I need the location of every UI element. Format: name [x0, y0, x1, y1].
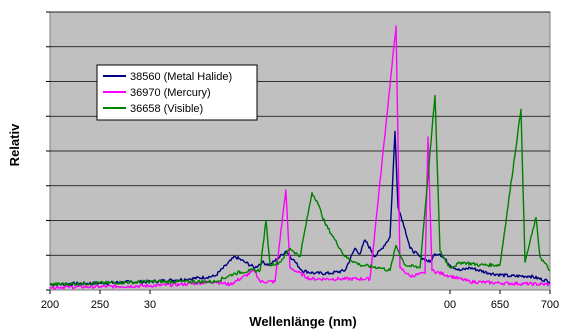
y-axis-title: Relativ: [7, 123, 22, 166]
x-tick-label: 200: [41, 299, 59, 311]
legend: 38560 (Metal Halide) 36970 (Mercury) 36658…: [96, 64, 258, 121]
x-tick-label: 30: [144, 299, 156, 311]
series-line-3: [49, 94, 551, 287]
y-axis-ticks: [46, 11, 50, 291]
series-line-2: [49, 25, 551, 290]
series-layer: [49, 25, 551, 290]
x-tick-label: 250: [91, 299, 109, 311]
x-tick-label: 650: [491, 299, 509, 311]
legend-label: 36658 (Visible): [130, 103, 203, 115]
legend-label: 36970 (Mercury): [130, 87, 211, 99]
x-axis-title: Wellenlänge (nm): [249, 314, 356, 329]
legend-label: 38560 (Metal Halide): [130, 71, 232, 83]
x-tick-label: 00: [444, 299, 456, 311]
x-axis-tick-labels: 200 250 30 00 650 700: [41, 290, 559, 311]
x-tick-label: 700: [541, 299, 559, 311]
